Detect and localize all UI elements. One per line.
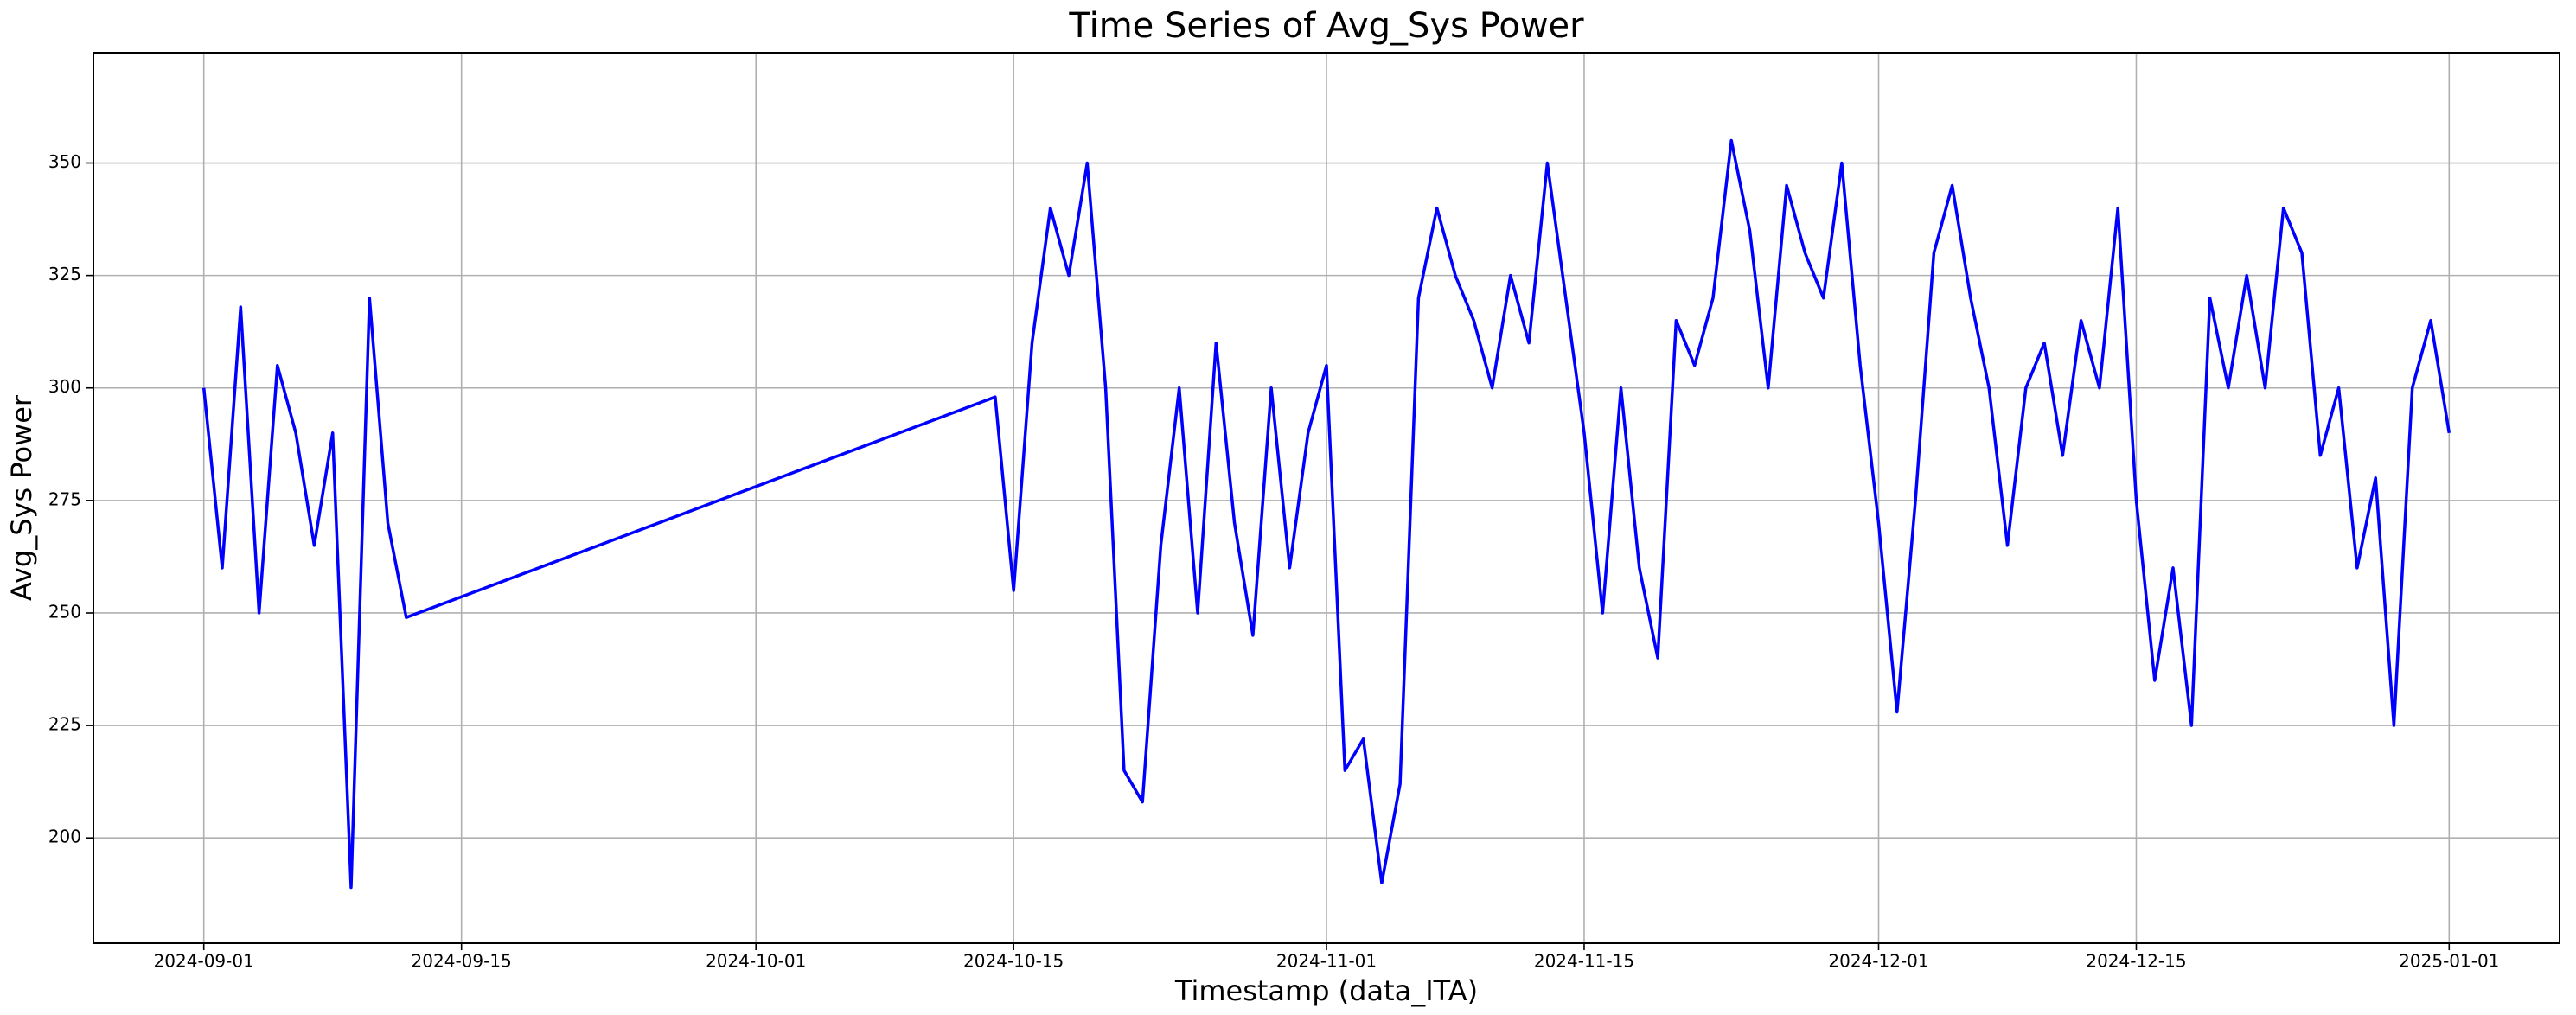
y-tick-label: 275 <box>48 488 81 509</box>
x-axis-title: Timestamp (data_ITA) <box>1174 974 1478 1007</box>
x-tick-label: 2024-11-15 <box>1534 951 1634 972</box>
y-tick-label: 325 <box>48 264 81 284</box>
x-tick-label: 2024-12-15 <box>2086 951 2186 972</box>
x-tick-label: 2024-09-01 <box>154 951 254 972</box>
x-tick-label: 2024-10-01 <box>706 951 806 972</box>
x-tick-label: 2024-12-01 <box>1828 951 1928 972</box>
x-tick-label: 2024-11-01 <box>1276 951 1377 972</box>
x-tick-label: 2024-09-15 <box>412 951 512 972</box>
chart-title: Time Series of Avg_Sys Power <box>1068 6 1584 46</box>
plot-frame <box>93 52 2560 944</box>
y-tick-label: 200 <box>48 827 81 847</box>
x-tick-label: 2025-01-01 <box>2399 951 2499 972</box>
y-tick-label: 250 <box>48 601 81 622</box>
y-axis-title: Avg_Sys Power <box>5 394 38 601</box>
data-line <box>201 138 2451 890</box>
y-tick-label: 350 <box>48 151 81 172</box>
y-tick-label: 300 <box>48 376 81 397</box>
x-tick-label: 2024-10-15 <box>963 951 1064 972</box>
y-tick-label: 225 <box>48 714 81 735</box>
